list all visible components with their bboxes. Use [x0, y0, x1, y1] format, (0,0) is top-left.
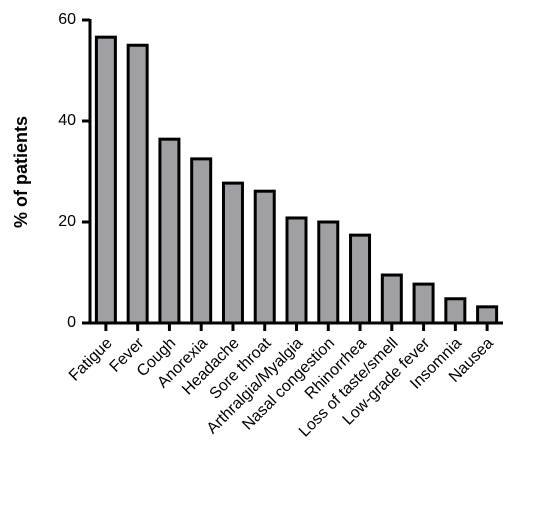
- bar: [380, 273, 403, 325]
- bar: [412, 282, 435, 325]
- bar: [94, 35, 117, 325]
- bar: [285, 216, 308, 325]
- bar: [126, 43, 149, 325]
- bar: [190, 157, 213, 325]
- y-tick-label: 20: [58, 213, 76, 230]
- bar: [221, 181, 244, 325]
- y-tick-label: 60: [58, 11, 76, 28]
- bar: [158, 137, 181, 325]
- bar: [317, 220, 340, 325]
- x-tick-label: Fatigue: [66, 335, 116, 385]
- y-tick-label: 0: [67, 314, 76, 331]
- bar: [349, 233, 372, 325]
- bar: [476, 305, 499, 325]
- y-tick-label: 40: [58, 112, 76, 129]
- y-axis-label: % of patients: [11, 116, 31, 228]
- bar: [444, 297, 467, 325]
- bar: [253, 189, 276, 325]
